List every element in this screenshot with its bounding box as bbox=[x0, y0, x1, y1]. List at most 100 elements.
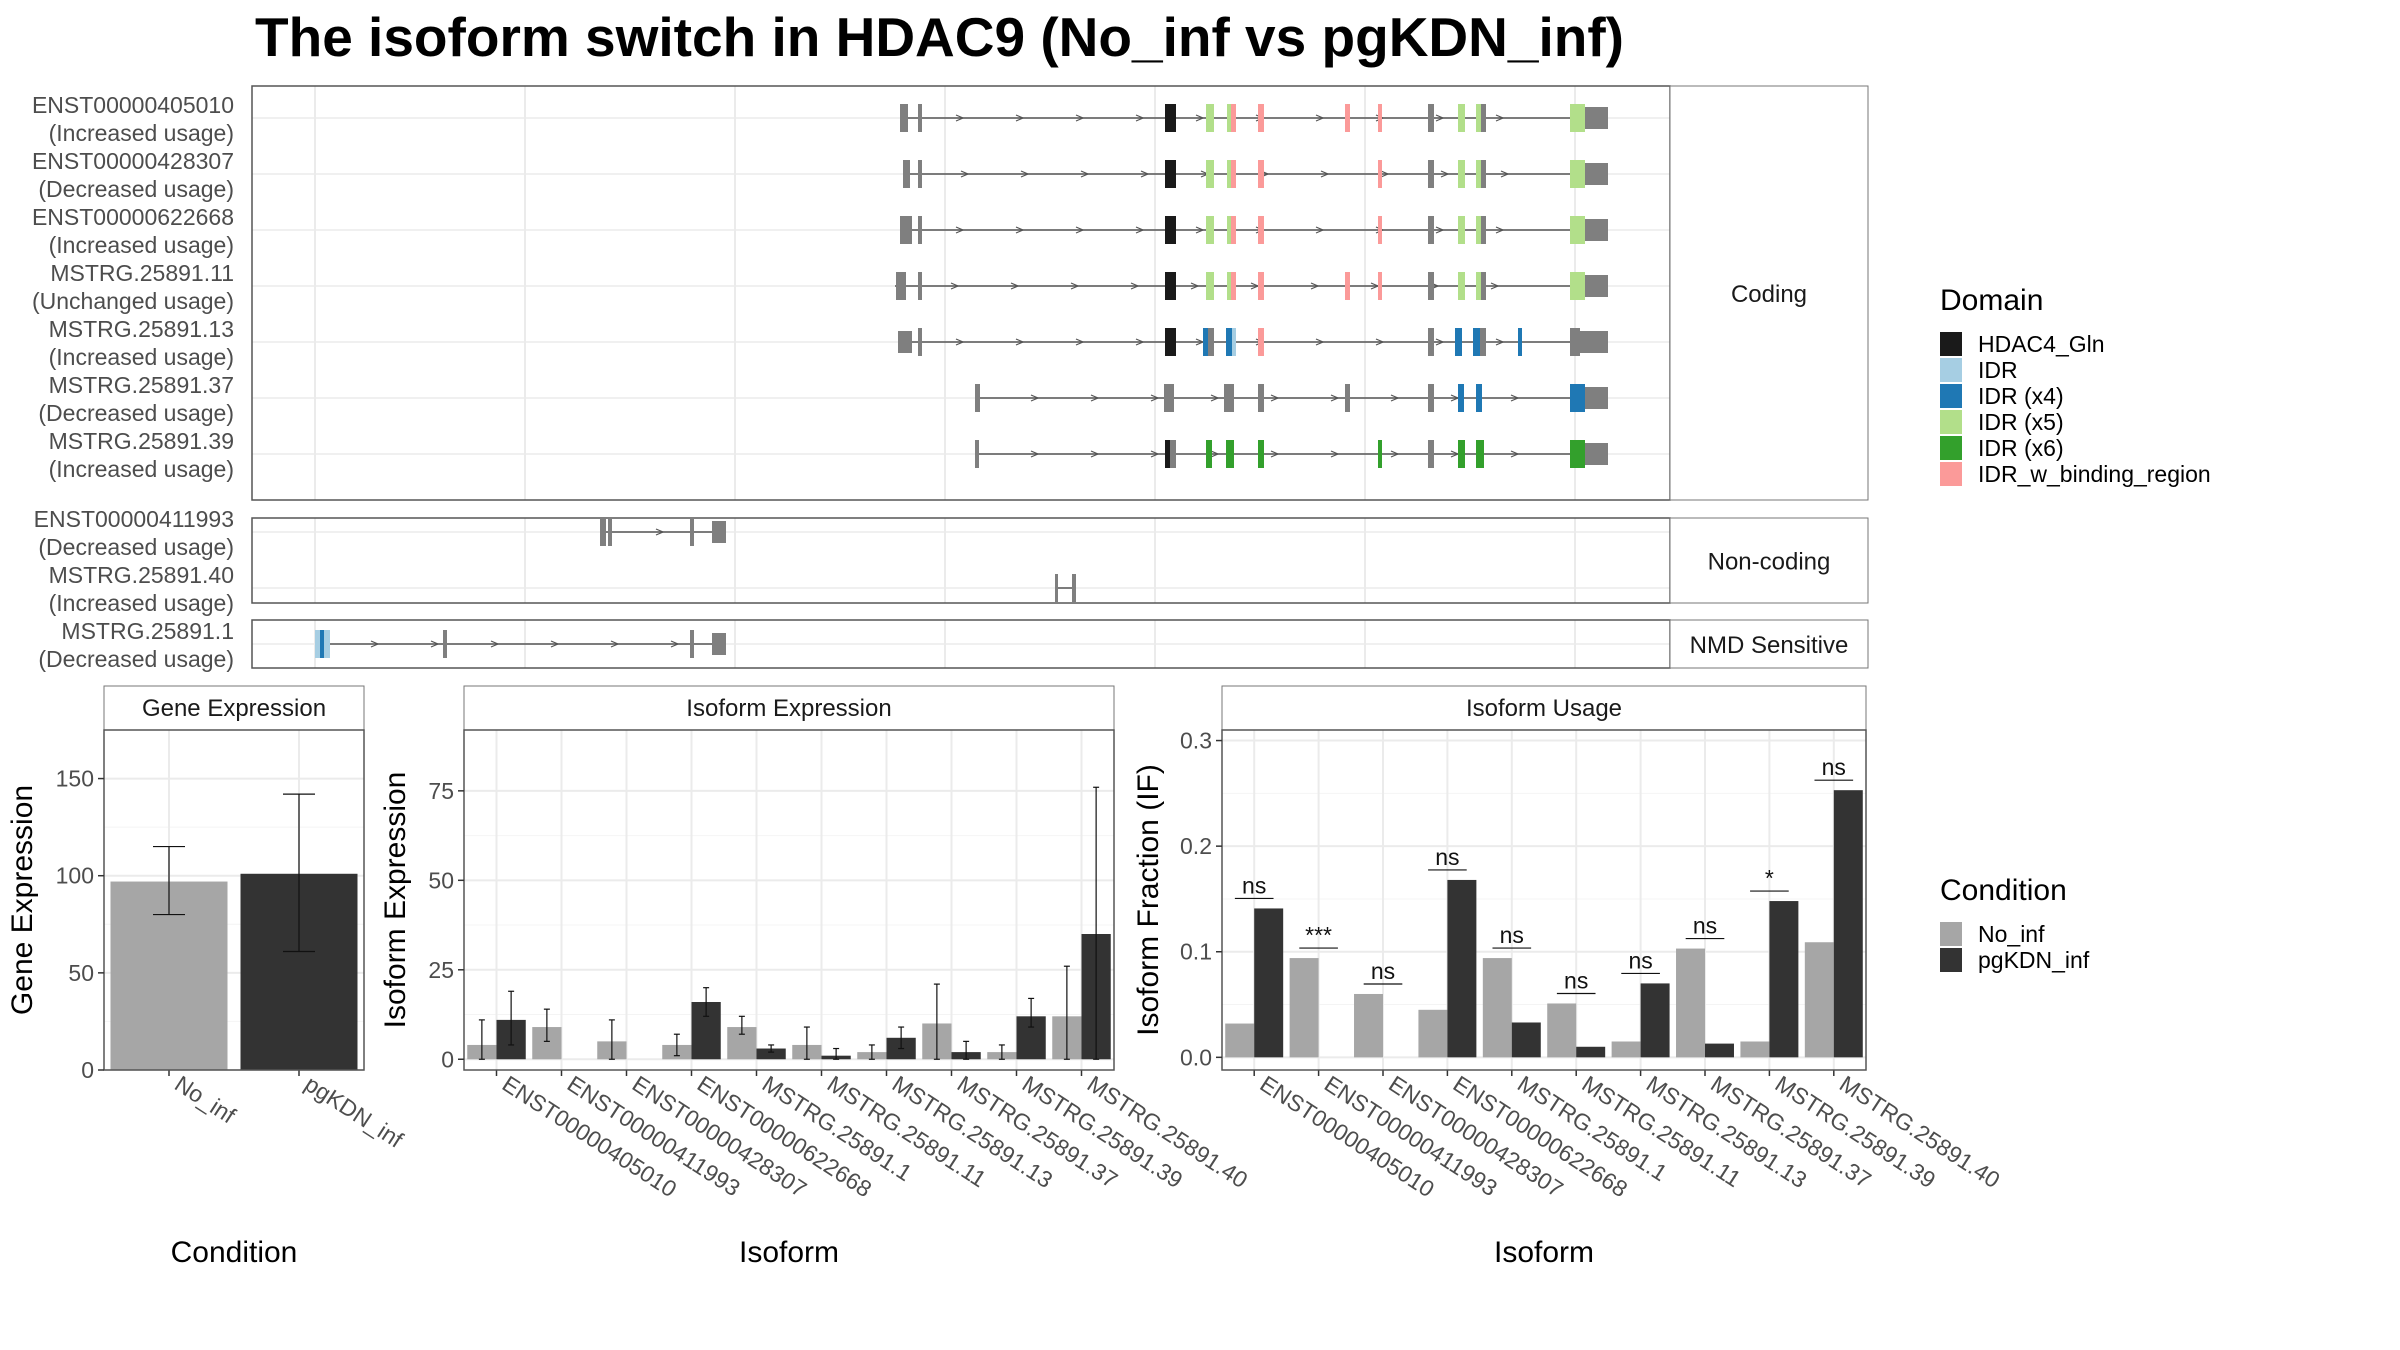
isoform-exon bbox=[1585, 163, 1608, 185]
isoform-exon bbox=[1570, 216, 1580, 244]
intron-direction-arrow bbox=[1510, 394, 1520, 402]
intron-direction-arrow bbox=[1375, 338, 1385, 346]
isoform-exon bbox=[600, 518, 606, 546]
isoform-exon bbox=[1258, 272, 1264, 300]
isoform-exon bbox=[443, 630, 447, 658]
isoform-exon bbox=[900, 104, 908, 132]
intron-direction-arrow bbox=[1440, 170, 1450, 178]
isoform-exon bbox=[1476, 440, 1484, 468]
isoform-exon bbox=[1165, 216, 1170, 244]
intron-direction-arrow bbox=[1435, 114, 1445, 122]
isoform-exon bbox=[1226, 328, 1232, 356]
isoform-exon bbox=[1570, 272, 1580, 300]
panel-strip-title: Gene Expression bbox=[142, 695, 326, 722]
significance-label: ns bbox=[1822, 754, 1846, 780]
isoform-exon bbox=[896, 272, 906, 300]
isoform-exon bbox=[918, 160, 922, 188]
data-bar bbox=[1447, 879, 1477, 1058]
isoform-exon bbox=[1585, 107, 1608, 129]
intron-direction-arrow bbox=[1075, 226, 1085, 234]
intron-direction-arrow bbox=[1380, 170, 1390, 178]
intron-direction-arrow bbox=[1015, 338, 1025, 346]
isoform-exon bbox=[1458, 104, 1465, 132]
y-tick-label: 50 bbox=[68, 960, 94, 986]
data-bar bbox=[1418, 1009, 1448, 1058]
isoform-usage-label: (Increased usage) bbox=[49, 120, 234, 146]
legend-swatch bbox=[1940, 948, 1962, 972]
intron-direction-arrow bbox=[955, 338, 965, 346]
data-bar bbox=[1705, 1043, 1734, 1058]
data-bar bbox=[756, 1048, 786, 1060]
isoform-exon bbox=[1570, 104, 1580, 132]
isoform-exon bbox=[1227, 104, 1231, 132]
isoform-exon bbox=[1232, 328, 1236, 356]
significance-label: ns bbox=[1564, 967, 1588, 993]
isoform-exon bbox=[1378, 272, 1382, 300]
intron-direction-arrow bbox=[1270, 450, 1280, 458]
isoform-exon bbox=[1165, 440, 1170, 468]
intron-direction-arrow bbox=[950, 282, 960, 290]
x-axis-title: Isoform bbox=[739, 1236, 839, 1269]
isoform-exon bbox=[1258, 384, 1264, 412]
isoform-exon bbox=[1258, 104, 1264, 132]
isoform-exon bbox=[1580, 104, 1585, 132]
isoform-exon bbox=[1481, 272, 1486, 300]
panel-strip bbox=[463, 685, 1115, 731]
isoform-exon bbox=[975, 384, 980, 412]
isoform-exon bbox=[1570, 440, 1585, 468]
isoform-usage-label: (Decreased usage) bbox=[38, 534, 234, 560]
y-tick-label: 0.3 bbox=[1180, 728, 1212, 754]
isoform-exon bbox=[1585, 219, 1608, 241]
intron-direction-arrow bbox=[1195, 226, 1205, 234]
data-bar bbox=[1833, 790, 1863, 1058]
isoform-usage-label: (Increased usage) bbox=[49, 344, 234, 370]
y-tick-label: 0.0 bbox=[1180, 1044, 1212, 1070]
y-axis-title: Gene Expression bbox=[6, 785, 39, 1015]
intron-direction-arrow bbox=[1495, 226, 1505, 234]
isoform-id-label: MSTRG.25891.1 bbox=[61, 618, 234, 644]
isoform-exon bbox=[900, 216, 912, 244]
intron-direction-arrow bbox=[430, 640, 440, 648]
intron-direction-arrow bbox=[370, 640, 380, 648]
isoform-exon bbox=[1458, 216, 1465, 244]
legend-label: No_inf bbox=[1978, 921, 2045, 947]
isoform-exon bbox=[1170, 160, 1176, 188]
isoform-exon bbox=[1476, 160, 1481, 188]
intron-direction-arrow bbox=[1390, 450, 1400, 458]
significance-label: * bbox=[1765, 865, 1774, 891]
intron-direction-arrow bbox=[1140, 170, 1150, 178]
intron-direction-arrow bbox=[1495, 114, 1505, 122]
structure-strip-label: NMD Sensitive bbox=[1690, 632, 1849, 659]
isoform-exon bbox=[1206, 440, 1212, 468]
data-bar bbox=[1354, 993, 1383, 1058]
y-tick-label: 0.2 bbox=[1180, 833, 1212, 859]
intron-direction-arrow bbox=[1150, 394, 1160, 402]
legend-label: IDR_w_binding_region bbox=[1978, 461, 2211, 487]
intron-direction-arrow bbox=[1210, 450, 1220, 458]
intron-direction-arrow bbox=[1080, 170, 1090, 178]
isoform-exon bbox=[712, 521, 726, 543]
isoform-exon bbox=[1231, 216, 1236, 244]
intron-direction-arrow bbox=[1435, 338, 1445, 346]
intron-direction-arrow bbox=[1075, 338, 1085, 346]
data-bar bbox=[1740, 1041, 1770, 1058]
isoform-usage-label: (Unchanged usage) bbox=[32, 288, 234, 314]
isoform-exon bbox=[1226, 440, 1234, 468]
significance-label: ns bbox=[1371, 958, 1395, 984]
intron-direction-arrow bbox=[490, 640, 500, 648]
structure-strip bbox=[1669, 619, 1869, 669]
isoform-exon bbox=[1378, 160, 1382, 188]
intron-direction-arrow bbox=[1015, 226, 1025, 234]
structure-strip bbox=[1669, 517, 1869, 604]
isoform-exon bbox=[690, 630, 694, 658]
isoform-exon bbox=[903, 160, 910, 188]
isoform-exon bbox=[1580, 331, 1608, 353]
isoform-exon bbox=[1458, 384, 1464, 412]
intron-direction-arrow bbox=[1090, 450, 1100, 458]
isoform-exon bbox=[1481, 160, 1486, 188]
isoform-id-label: ENST00000405010 bbox=[32, 92, 234, 118]
isoform-exon bbox=[1481, 216, 1486, 244]
